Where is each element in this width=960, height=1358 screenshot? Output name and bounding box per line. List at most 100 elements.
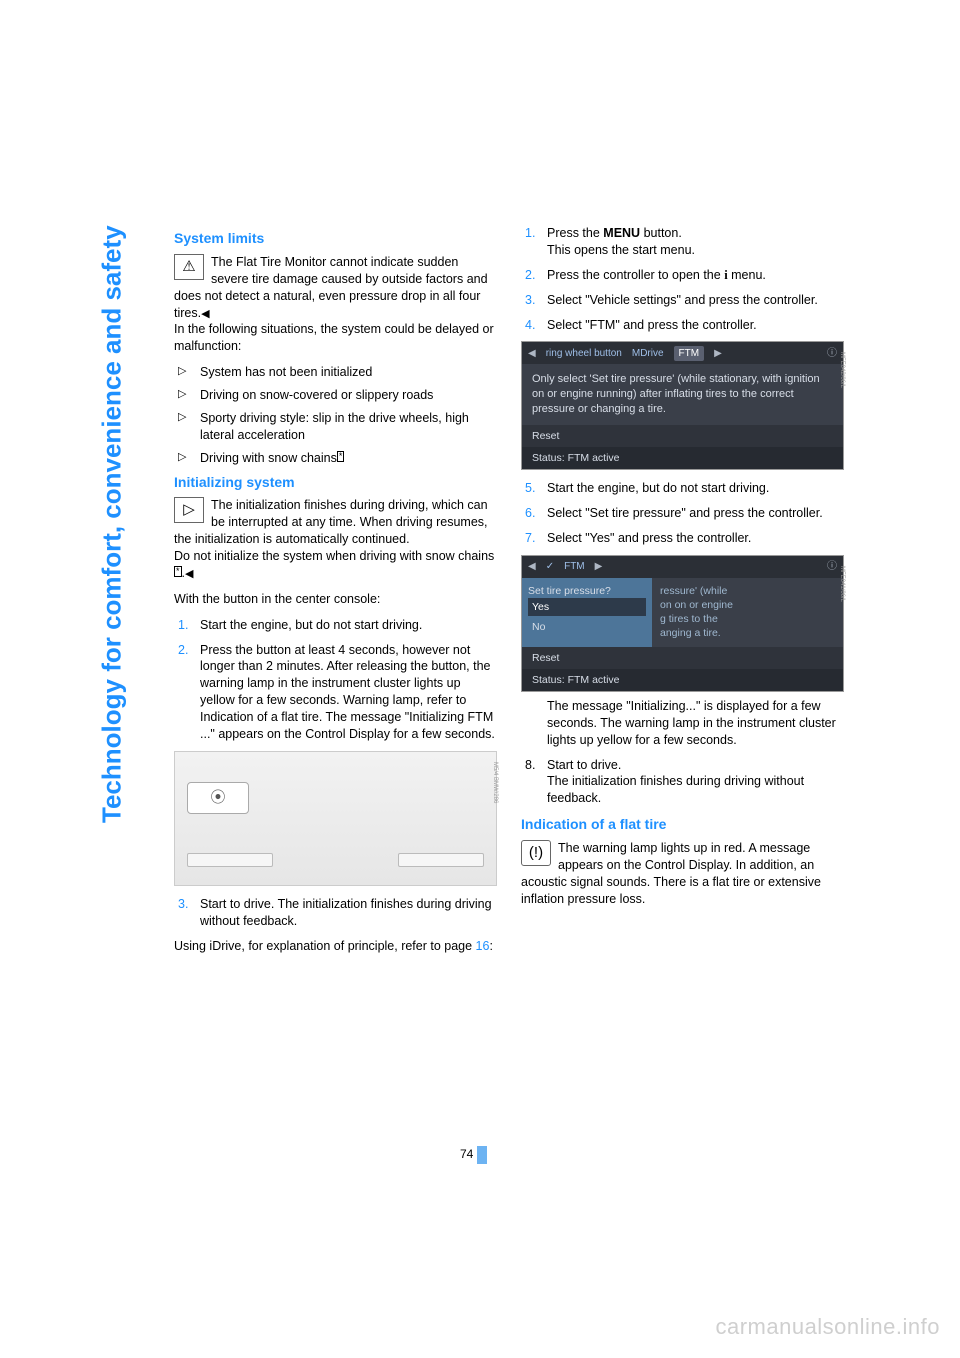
note-paragraph: ▷ The initialization finishes during dri… [174,497,497,548]
step-text: Select "Yes" and press the controller. [547,531,751,545]
side-tab-title: Technology for comfort, convenience and … [92,225,132,965]
flat-tire-text: The warning lamp lights up in red. A mes… [521,841,821,906]
flat-tire-warning-icon: (!) [521,840,551,866]
screenshot-ftm-info: ◀ ring wheel button MDrive FTM ▶ ⓘ Only … [521,341,844,470]
console-intro: With the button in the center console: [174,591,497,608]
step-item: 3. Select "Vehicle settings" and press th… [521,292,844,309]
tab-label: FTM [564,560,585,574]
photo-code-label: M5/4 BMW/286 [491,762,499,803]
step-item: 5.Start the engine, but do not start dri… [521,480,844,497]
list-item: Driving on snow-covered or slippery road… [174,387,497,404]
screenshot-status-row: Status: FTM active [522,447,843,469]
screenshot-body-text: Only select 'Set tire pressure' (while s… [522,364,843,425]
screenshot-code-label: MFE042/06/L [838,352,846,388]
idrive-steps-a: 1. Press the MENU button. This opens the… [521,225,844,333]
screenshot-two-col: Set tire pressure? Yes No ressure' (whil… [522,578,843,647]
step-text: Press the MENU button. [547,226,682,240]
list-item-text: Driving with snow chains [200,451,337,465]
list-item: Driving with snow chains* [174,450,497,467]
idrive-ref-b: : [489,939,492,953]
step-item: 7. Select "Yes" and press the controller. [521,530,844,547]
screenshot-code-label: MFE041/06/L [838,566,846,602]
step-number: 1. [525,225,535,242]
screenshot-option-no: No [528,618,646,636]
end-mark-icon: ◀ [185,568,193,580]
warning-triangle-icon: ⚠ [174,254,204,280]
step-item: 2. Press the controller to open the i me… [521,267,844,284]
page-link[interactable]: 16 [476,939,490,953]
heading-flat-tire: Indication of a flat tire [521,815,844,834]
console-photo: ⦿ M5/4 BMW/286 [174,751,497,886]
tire-button-icon: ⦿ [187,782,249,814]
tab-label: ring wheel button [546,347,622,361]
left-arrow-icon: ◀ [528,347,536,361]
step-subtext: This opens the start menu. [547,242,844,259]
right-column: 1. Press the MENU button. This opens the… [521,225,844,963]
console-steps: 1.Start the engine, but do not start dri… [174,617,497,743]
step-text: Start to drive. [547,758,621,772]
screenshot-right-panel: ressure' (while on on or engine g tires … [652,578,843,647]
warning-text: The Flat Tire Monitor cannot indicate su… [174,255,488,320]
idrive-ref-a: Using iDrive, for explanation of princip… [174,939,476,953]
delay-intro: In the following situations, the system … [174,321,497,355]
list-item: Sporty driving style: slip in the drive … [174,410,497,444]
flat-tire-paragraph: (!) The warning lamp lights up in red. A… [521,840,844,908]
step-number: 1. [178,617,188,634]
screenshot-reset-row: Reset [522,425,843,447]
screenshot-option-yes: Yes [528,598,646,616]
step-number: 7. [525,530,535,547]
step-number: 4. [525,317,535,334]
step-item: 2. Press the button at least 4 seconds, h… [174,642,497,743]
page-number-bar-icon [477,1146,487,1164]
menu-button-label: MENU [603,226,640,240]
left-arrow-icon: ◀ [528,560,536,574]
step-text: Select "FTM" and press the controller. [547,318,757,332]
screenshot-left-panel: Set tire pressure? Yes No [522,578,652,647]
idrive-steps-c: 8. Start to drive. The initialization fi… [521,757,844,808]
step-item: 3.Start to drive. The initialization fin… [174,896,497,930]
note-text-2a: Do not initialize the system when drivin… [174,549,494,563]
step-text: Press the button at least 4 seconds, how… [200,643,495,741]
info-circle-icon: ⓘ [827,560,837,574]
idrive-reference: Using iDrive, for explanation of princip… [174,938,497,955]
step-text: Select "Vehicle settings" and press the … [547,293,818,307]
tab-label-active: FTM [674,346,705,362]
note-triangle-icon: ▷ [174,497,204,523]
step-subtext: The initialization finishes during drivi… [547,773,844,807]
step-item: 1.Start the engine, but do not start dri… [174,617,497,634]
watermark: carmanualsonline.info [715,1314,940,1340]
idrive-steps-b: 5.Start the engine, but do not start dri… [521,480,844,547]
page-number-value: 74 [460,1147,473,1161]
check-icon: ✓ [546,560,554,574]
step-number: 3. [178,896,188,913]
page-number: 74 [460,1146,487,1164]
heading-initializing: Initializing system [174,473,497,492]
footnote-star-icon: * [337,451,345,462]
screenshot-question: Set tire pressure? [528,584,646,598]
page: Technology for comfort, convenience and … [0,0,960,1358]
screenshot-reset-row: Reset [522,647,843,669]
warning-paragraph: ⚠ The Flat Tire Monitor cannot indicate … [174,254,497,322]
step-text: Select "Set tire pressure" and press the… [547,506,823,520]
info-circle-icon: ⓘ [827,347,837,361]
step-number: 6. [525,505,535,522]
step-number: 3. [525,292,535,309]
step-item: 4. Select "FTM" and press the controller. [521,317,844,334]
left-column: System limits ⚠ The Flat Tire Monitor ca… [174,225,497,963]
step-number: 2. [178,642,188,659]
console-slot [187,853,273,867]
tab-label: MDrive [632,347,664,361]
console-steps-cont: 3.Start to drive. The initialization fin… [174,896,497,930]
console-slot [398,853,484,867]
end-mark-icon: ◀ [201,308,209,320]
after-screenshot-text: The message "Initializing..." is display… [521,698,844,749]
step-item: 6. Select "Set tire pressure" and press t… [521,505,844,522]
list-item: System has not been initialized [174,364,497,381]
screenshot-tabbar: ◀ ✓ FTM ▶ ⓘ [522,556,843,578]
step-number: 8. [525,757,535,774]
step-number: 5. [525,480,535,497]
step-item: 1. Press the MENU button. This opens the… [521,225,844,259]
screenshot-set-tire-pressure: ◀ ✓ FTM ▶ ⓘ Set tire pressure? Yes No re… [521,555,844,692]
screenshot-status-row: Status: FTM active [522,669,843,691]
note-text-1: The initialization finishes during drivi… [174,498,488,546]
